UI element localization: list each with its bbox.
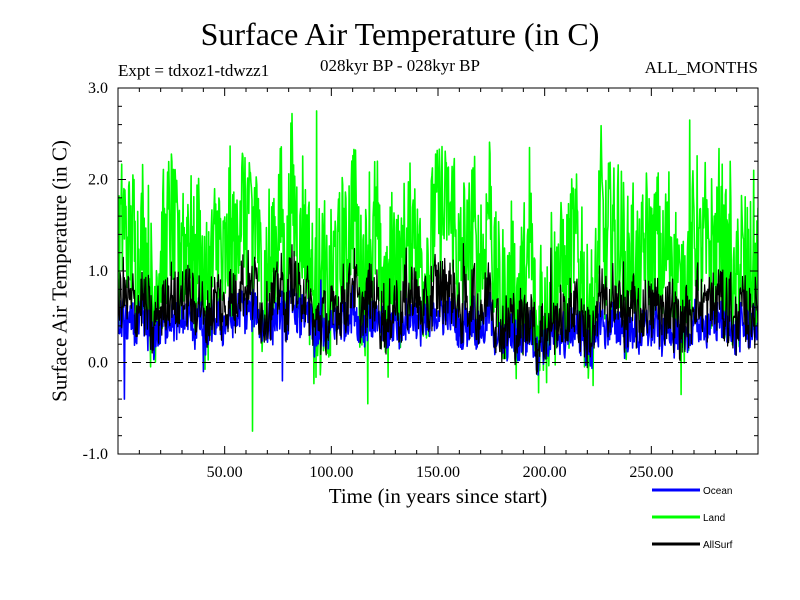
x-tick-label: 50.00 [207,464,243,481]
x-axis-label: Time (in years since start) [328,484,548,508]
x-tick-label: 200.00 [523,464,567,481]
legend-label-ocean: Ocean [703,486,732,497]
x-tick-label: 250.00 [629,464,673,481]
y-tick-label: 2.0 [88,172,108,189]
experiment-label: Expt = tdxoz1-tdwzz1 [118,61,270,80]
legend-label-land: Land [703,513,725,524]
series-line-allsurf [118,243,758,375]
series-line-land [118,110,758,432]
series-group [118,110,758,432]
y-tick-label: 3.0 [88,80,108,97]
chart-subtitle: 028kyr BP - 028kyr BP [320,56,480,75]
y-tick-label: 0.0 [88,355,108,372]
x-tick-label: 150.00 [416,464,460,481]
y-tick-label: -1.0 [83,446,108,463]
y-tick-label: 1.0 [88,263,108,280]
legend-label-allsurf: AllSurf [703,540,733,551]
period-label: ALL_MONTHS [644,58,758,77]
x-tick-label: 100.00 [309,464,353,481]
series-line-ocean [118,279,758,400]
chart-title: Surface Air Temperature (in C) [200,16,600,52]
